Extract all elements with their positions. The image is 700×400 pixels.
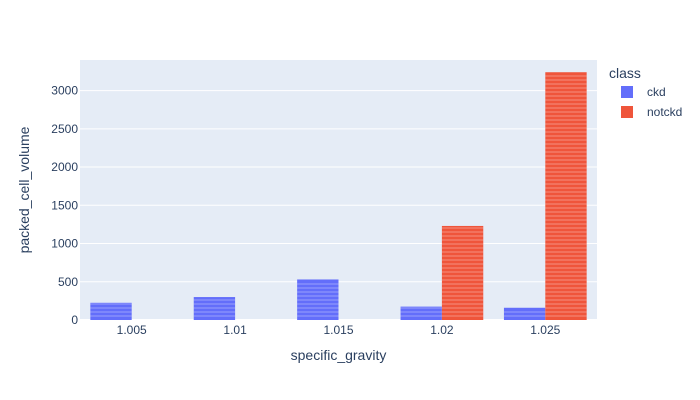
- legend-title: class: [609, 65, 641, 81]
- y-tick-label: 2500: [51, 122, 78, 136]
- bar-ckd-1.005: [90, 302, 132, 320]
- x-tick-label: 1.01: [223, 323, 247, 337]
- legend-item-ckd[interactable]: ckd: [621, 85, 666, 99]
- y-tick-label: 2000: [51, 160, 78, 174]
- bar-notckd-1.025: [545, 72, 587, 320]
- axis-ticks: 0 500 1000 1500 2000 2500 3000 1.005 1.01 1.015 1.…: [51, 84, 560, 337]
- bar-rect: [441, 225, 484, 320]
- y-axis-title: packed_cell_volume: [16, 126, 32, 253]
- legend-swatch: [621, 86, 633, 98]
- legend-item-notckd[interactable]: notckd: [621, 105, 682, 119]
- bar-rect: [400, 306, 442, 320]
- legend: class ckd notckd: [609, 65, 682, 119]
- x-tick-label: 1.005: [117, 323, 147, 337]
- bar-rect: [193, 297, 236, 320]
- bar-ckd-1.025: [503, 307, 546, 320]
- plot-area: [80, 60, 597, 320]
- x-axis-title: specific_gravity: [291, 347, 387, 363]
- y-tick-label: 500: [58, 275, 78, 289]
- y-tick-label: 1500: [51, 198, 78, 212]
- bar-rect: [90, 302, 132, 320]
- y-tick-label: 0: [71, 313, 78, 327]
- x-tick-label: 1.02: [430, 323, 454, 337]
- legend-label: notckd: [647, 105, 682, 119]
- bar-rect: [297, 279, 339, 320]
- bar-ckd-1.01: [193, 297, 236, 320]
- bar-ckd-1.015: [297, 279, 339, 320]
- bar-ckd-1.02: [400, 306, 442, 320]
- bar-layer: [90, 72, 587, 320]
- legend-items: ckd notckd: [621, 85, 682, 119]
- y-tick-label: 3000: [51, 84, 78, 98]
- legend-swatch: [621, 106, 633, 118]
- x-tick-label: 1.015: [323, 323, 353, 337]
- legend-label: ckd: [647, 85, 666, 99]
- y-tick-label: 1000: [51, 237, 78, 251]
- bar-rect: [503, 307, 546, 320]
- bar-notckd-1.02: [441, 225, 484, 320]
- bar-rect: [545, 72, 587, 320]
- x-tick-label: 1.025: [530, 323, 560, 337]
